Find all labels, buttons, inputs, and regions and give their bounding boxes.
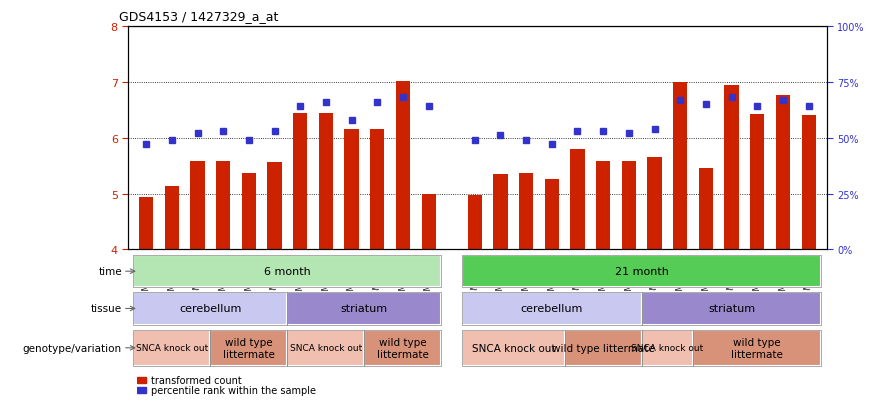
Text: 6 month: 6 month bbox=[264, 266, 311, 277]
Bar bbox=[462, 292, 642, 325]
Bar bbox=[468, 196, 482, 250]
Bar bbox=[642, 292, 821, 325]
Bar bbox=[287, 292, 441, 325]
Text: SNCA knock out: SNCA knock out bbox=[136, 344, 208, 352]
Bar bbox=[565, 330, 642, 366]
Bar bbox=[693, 330, 821, 366]
Bar bbox=[802, 116, 816, 250]
Bar bbox=[519, 174, 533, 250]
Bar bbox=[164, 187, 179, 250]
Text: percentile rank within the sample: percentile rank within the sample bbox=[151, 385, 316, 395]
Text: cerebellum: cerebellum bbox=[521, 304, 583, 314]
Bar bbox=[293, 113, 308, 250]
Bar bbox=[216, 162, 230, 250]
Bar bbox=[493, 175, 507, 250]
Bar bbox=[139, 198, 153, 250]
Bar bbox=[133, 255, 441, 288]
Bar bbox=[699, 169, 713, 250]
Text: GDS4153 / 1427329_a_at: GDS4153 / 1427329_a_at bbox=[119, 10, 278, 23]
Text: striatum: striatum bbox=[708, 304, 755, 314]
Bar bbox=[287, 292, 441, 325]
Bar bbox=[776, 96, 790, 250]
Bar bbox=[422, 194, 436, 250]
Bar bbox=[137, 377, 146, 383]
Bar bbox=[621, 161, 636, 250]
Bar bbox=[725, 85, 739, 250]
Bar bbox=[345, 130, 359, 250]
Text: cerebellum: cerebellum bbox=[179, 304, 241, 314]
Text: SNCA knock out: SNCA knock out bbox=[471, 343, 555, 353]
Bar bbox=[287, 330, 364, 366]
Bar bbox=[570, 150, 584, 250]
Text: genotype/variation: genotype/variation bbox=[23, 343, 122, 353]
Bar bbox=[565, 330, 642, 366]
Bar bbox=[268, 162, 282, 250]
Text: 21 month: 21 month bbox=[614, 266, 668, 277]
Bar bbox=[462, 330, 565, 366]
Bar bbox=[642, 292, 821, 325]
Text: wild type littermate: wild type littermate bbox=[552, 343, 654, 353]
Bar bbox=[287, 330, 364, 366]
Bar bbox=[545, 180, 559, 250]
Bar bbox=[642, 330, 693, 366]
Bar bbox=[133, 255, 441, 288]
Bar bbox=[370, 129, 385, 250]
Text: SNCA knock out: SNCA knock out bbox=[290, 344, 362, 352]
Bar bbox=[242, 173, 255, 250]
Bar bbox=[133, 292, 287, 325]
Bar bbox=[133, 330, 210, 366]
Bar bbox=[210, 330, 287, 366]
Bar bbox=[596, 161, 610, 250]
Bar bbox=[210, 330, 287, 366]
Bar bbox=[364, 330, 441, 366]
Bar bbox=[133, 330, 210, 366]
Bar bbox=[364, 330, 441, 366]
Bar bbox=[462, 330, 565, 366]
Bar bbox=[396, 81, 410, 250]
Text: wild type
littermate: wild type littermate bbox=[377, 337, 429, 359]
Bar bbox=[647, 158, 661, 250]
Text: time: time bbox=[98, 266, 122, 277]
Text: striatum: striatum bbox=[341, 304, 388, 314]
Bar bbox=[673, 83, 687, 250]
Bar bbox=[190, 162, 204, 250]
Bar bbox=[462, 292, 642, 325]
Bar bbox=[751, 114, 765, 250]
Text: transformed count: transformed count bbox=[151, 375, 241, 385]
Bar bbox=[642, 330, 693, 366]
Text: wild type
littermate: wild type littermate bbox=[223, 337, 275, 359]
Text: SNCA knock out: SNCA knock out bbox=[631, 344, 704, 352]
Bar bbox=[137, 387, 146, 393]
Bar bbox=[133, 292, 287, 325]
Bar bbox=[693, 330, 821, 366]
Bar bbox=[462, 255, 821, 288]
Text: wild type
littermate: wild type littermate bbox=[731, 337, 783, 359]
Bar bbox=[319, 113, 333, 250]
Text: tissue: tissue bbox=[91, 304, 122, 314]
Bar bbox=[462, 255, 821, 288]
